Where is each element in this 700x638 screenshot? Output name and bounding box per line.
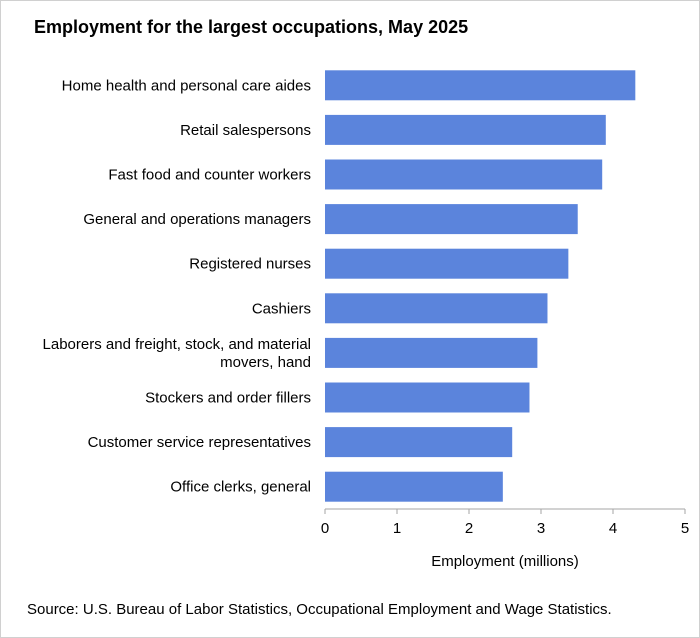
x-tick-label: 5 <box>681 520 689 537</box>
bar <box>325 471 503 502</box>
x-tick-label: 4 <box>609 520 617 537</box>
x-tick-label: 1 <box>393 520 401 537</box>
category-label: Registered nurses <box>189 256 311 273</box>
x-axis-title: Employment (millions) <box>431 553 579 570</box>
category-label: Home health and personal care aides <box>62 77 311 94</box>
category-label: Retail salespersons <box>180 122 311 139</box>
x-tick-label: 0 <box>321 520 329 537</box>
bar <box>325 159 603 190</box>
bar <box>325 114 606 145</box>
category-label: Customer service representatives <box>88 434 311 451</box>
chart-title: Employment for the largest occupations, … <box>34 17 469 37</box>
category-label: Laborers and freight, stock, and materia… <box>43 336 311 371</box>
bar <box>325 427 513 458</box>
category-label: Office clerks, general <box>170 479 311 496</box>
x-tick-label: 3 <box>537 520 545 537</box>
category-label: Fast food and counter workers <box>108 167 311 184</box>
bar <box>325 70 636 101</box>
bar <box>325 382 530 413</box>
category-label: General and operations managers <box>83 211 311 228</box>
source-note: Source: U.S. Bureau of Labor Statistics,… <box>27 601 612 618</box>
bar <box>325 204 578 235</box>
category-label: Cashiers <box>252 300 311 317</box>
bar <box>325 293 548 324</box>
category-label: Stockers and order fillers <box>145 390 311 407</box>
bar <box>325 337 538 368</box>
x-tick-label: 2 <box>465 520 473 537</box>
bar <box>325 248 569 279</box>
